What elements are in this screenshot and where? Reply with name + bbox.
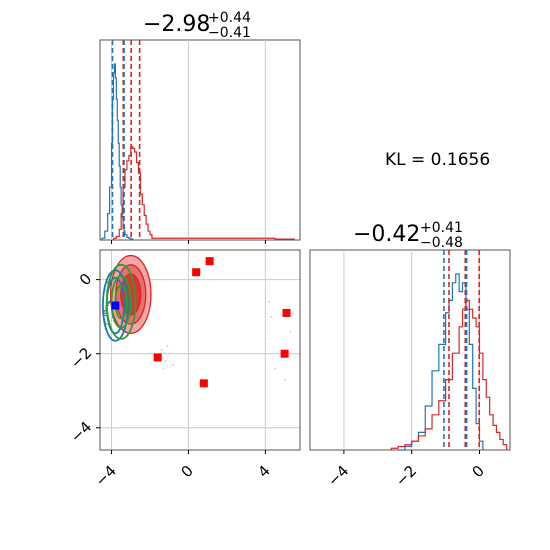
title-right-main: −0.42: [353, 222, 420, 247]
panel-right-ticks: −4 −2 0: [324, 450, 488, 490]
joint-faint-sample: [172, 363, 174, 366]
panel-top-ticks: [111, 240, 266, 244]
title-top: −2.98 +0.44 −0.41: [143, 10, 251, 41]
joint-faint-sample: [274, 367, 276, 370]
title-right-sup: +0.41: [420, 220, 463, 236]
joint-faint-sample: [162, 367, 165, 370]
panel-right-series: [390, 250, 508, 451]
joint-ytick-label: 0: [76, 270, 95, 289]
joint-faint-sample: [264, 337, 267, 340]
joint-red-square-point: [192, 268, 201, 277]
joint-faint-sample: [283, 378, 286, 381]
top-hist-series-0: [101, 63, 134, 240]
right-hist-series-0: [398, 273, 484, 451]
joint-faint-sample: [270, 315, 273, 318]
joint-contour-1-0: [101, 269, 129, 342]
panel-right-frame: [309, 249, 511, 451]
joint-red-square-point: [282, 308, 291, 317]
joint-contour-2-0: [105, 263, 137, 340]
joint-faint-sample: [164, 360, 167, 363]
joint-faint-sample: [104, 289, 107, 292]
panel-joint-frame: [99, 249, 301, 451]
panel-top-frame: [99, 39, 301, 241]
right-xtick-label: 0: [468, 462, 487, 481]
joint-ytick-label: −2: [67, 344, 95, 372]
top-hist-series-1: [112, 146, 295, 240]
joint-red-square-point: [280, 349, 289, 358]
joint-faint-sample: [268, 300, 271, 303]
panel-right-hist: −4 −2 0: [309, 249, 511, 490]
panel-joint: −4 0 4 0 −2 −4: [67, 249, 301, 490]
panel-top-hist: [99, 39, 301, 244]
joint-blue-sample: [107, 301, 110, 304]
joint-xtick-label: −4: [92, 462, 120, 490]
panel-top-series: [101, 40, 295, 240]
right-xtick-label: −2: [392, 462, 420, 490]
joint-red-square-point: [199, 379, 208, 388]
joint-blue-sample: [104, 314, 107, 317]
joint-xtick-label: 0: [177, 462, 196, 481]
kl-annotation: KL = 0.1656: [385, 150, 490, 170]
joint-red-square-point: [153, 353, 162, 362]
title-top-main: −2.98: [143, 12, 210, 37]
joint-xtick-label: 4: [254, 462, 273, 481]
title-right-sub: −0.48: [420, 235, 463, 251]
panel-top-grid: [111, 40, 266, 240]
joint-blue-sample: [103, 310, 106, 312]
title-top-sup: +0.44: [208, 10, 251, 26]
joint-faint-sample: [166, 345, 169, 348]
right-xtick-label: −4: [324, 462, 352, 490]
joint-faint-sample: [168, 352, 171, 355]
joint-red-square-point: [205, 257, 214, 266]
joint-faint-sample: [160, 349, 163, 351]
joint-blue-square-point: [111, 301, 120, 310]
title-right: −0.42 +0.41 −0.48: [353, 220, 463, 251]
title-top-sub: −0.41: [208, 25, 251, 41]
joint-blue-sample: [104, 312, 106, 315]
panel-joint-points: [111, 257, 291, 388]
joint-ytick-label: −4: [67, 418, 95, 446]
joint-faint-sample: [289, 330, 292, 333]
